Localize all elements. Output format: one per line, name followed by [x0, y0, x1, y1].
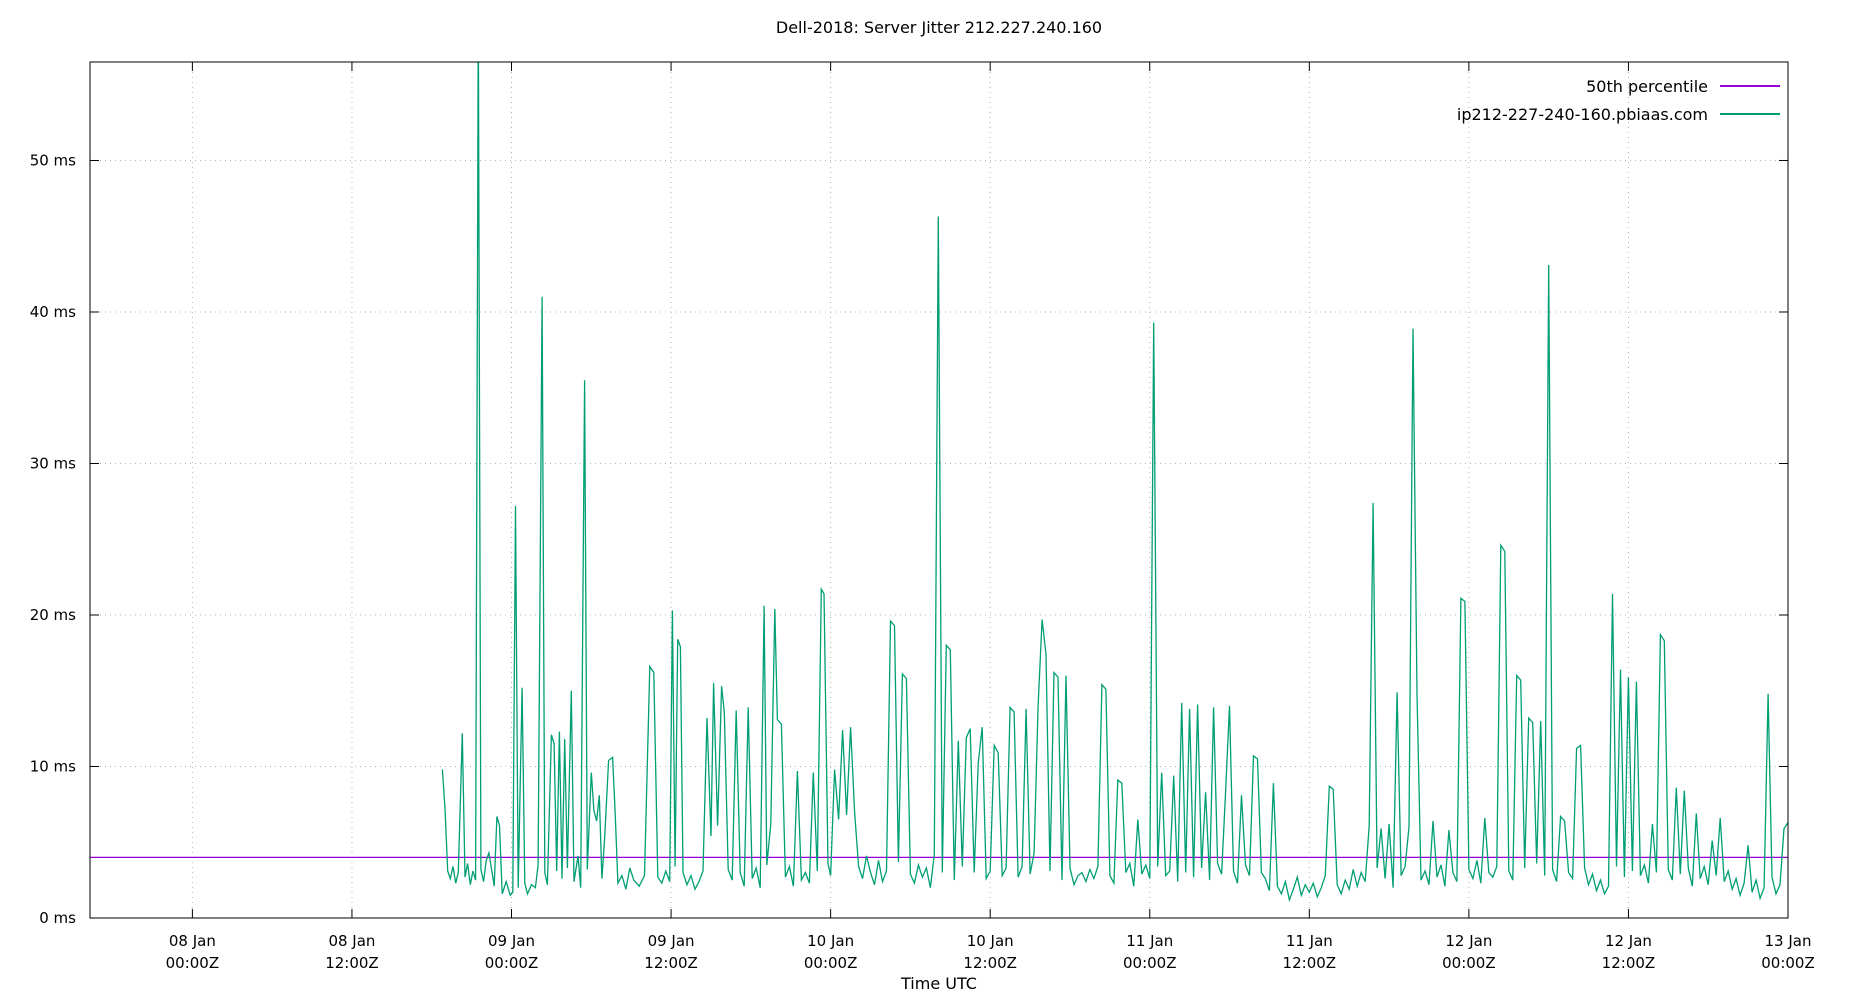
tick-marks: [90, 62, 1789, 919]
svg-text:12:00Z: 12:00Z: [963, 954, 1017, 972]
gridlines: [90, 62, 1789, 918]
svg-text:00:00Z: 00:00Z: [804, 954, 858, 972]
legend-line-sample-percentile: [1720, 85, 1780, 87]
svg-text:00:00Z: 00:00Z: [1442, 954, 1496, 972]
svg-text:12 Jan: 12 Jan: [1445, 932, 1492, 950]
svg-text:10 ms: 10 ms: [30, 757, 76, 775]
svg-text:00:00Z: 00:00Z: [166, 954, 220, 972]
svg-text:12 Jan: 12 Jan: [1605, 932, 1652, 950]
x-axis-title: Time UTC: [901, 974, 977, 993]
svg-text:20 ms: 20 ms: [30, 606, 76, 624]
chart-title: Dell-2018: Server Jitter 212.227.240.160: [775, 18, 1103, 37]
svg-text:12:00Z: 12:00Z: [325, 954, 379, 972]
svg-text:12:00Z: 12:00Z: [1602, 954, 1656, 972]
legend-label-percentile: 50th percentile: [1586, 76, 1708, 96]
legend: 50th percentile ip212-227-240-160.pbiaas…: [1457, 72, 1780, 128]
svg-text:10 Jan: 10 Jan: [967, 932, 1014, 950]
plot-border: [89, 61, 1789, 919]
svg-text:00:00Z: 00:00Z: [1123, 954, 1177, 972]
legend-label-host: ip212-227-240-160.pbiaas.com: [1456, 104, 1708, 124]
svg-text:09 Jan: 09 Jan: [648, 932, 695, 950]
svg-text:50 ms: 50 ms: [30, 151, 76, 169]
svg-text:08 Jan: 08 Jan: [169, 932, 216, 950]
svg-text:12:00Z: 12:00Z: [1283, 954, 1337, 972]
svg-text:13 Jan: 13 Jan: [1765, 932, 1812, 950]
legend-item: 50th percentile: [1586, 72, 1780, 100]
svg-text:12:00Z: 12:00Z: [644, 954, 698, 972]
svg-text:08 Jan: 08 Jan: [328, 932, 375, 950]
svg-text:30 ms: 30 ms: [30, 454, 76, 472]
svg-text:00:00Z: 00:00Z: [485, 954, 539, 972]
svg-text:0 ms: 0 ms: [39, 909, 76, 927]
legend-line-sample-host: [1720, 113, 1780, 115]
svg-text:40 ms: 40 ms: [30, 303, 76, 321]
svg-text:09 Jan: 09 Jan: [488, 932, 535, 950]
x-tick-labels: 08 Jan 00:00Z 08 Jan 12:00Z 09 Jan 00:00Z 09 J…: [166, 932, 1815, 972]
svg-text:00:00Z: 00:00Z: [1761, 954, 1815, 972]
series-line-1: [441, 62, 1788, 903]
legend-item: ip212-227-240-160.pbiaas.com: [1457, 100, 1780, 128]
svg-text:11 Jan: 11 Jan: [1286, 932, 1333, 950]
svg-text:11 Jan: 11 Jan: [1126, 932, 1173, 950]
y-tick-labels: 0 ms 10 ms 20 ms 30 ms 40 ms 50 ms: [30, 151, 76, 927]
svg-text:10 Jan: 10 Jan: [807, 932, 854, 950]
